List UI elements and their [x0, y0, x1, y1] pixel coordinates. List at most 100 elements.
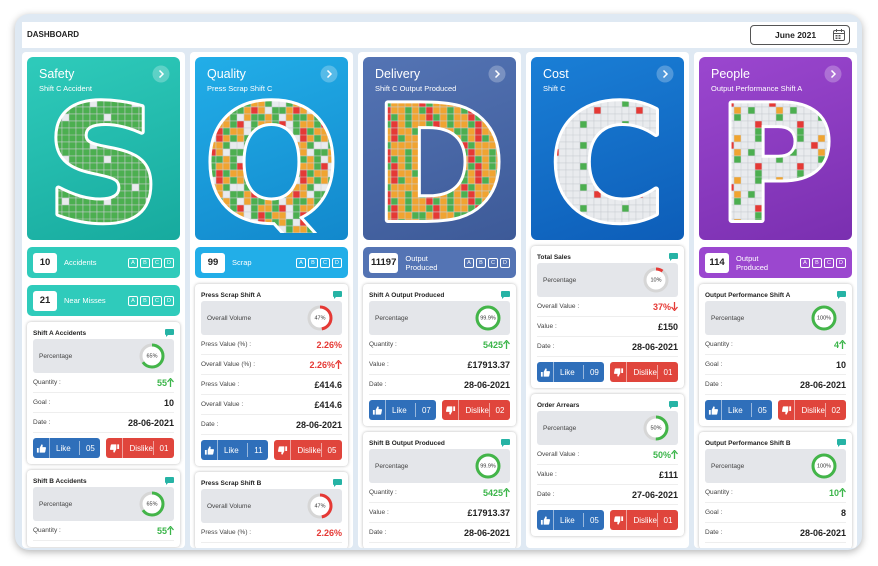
- gauge-label: Percentage: [39, 500, 73, 508]
- dislike-icon-box: [610, 362, 628, 382]
- summary-tile[interactable]: 21 Near Misses A B C D: [27, 285, 180, 316]
- comment-icon[interactable]: [501, 291, 510, 299]
- row-label: Date :: [537, 343, 555, 350]
- comment-icon[interactable]: [165, 477, 174, 485]
- trend-arrow: [167, 378, 174, 387]
- card-header: Order Arrears: [537, 399, 678, 411]
- metric-row: Quantity : 5425: [369, 483, 510, 503]
- metric-row: Press Value (%) : 2.26%: [201, 335, 342, 355]
- calendar-icon: [833, 29, 845, 41]
- gauge-label: Percentage: [375, 314, 409, 322]
- comment-icon[interactable]: [333, 291, 342, 299]
- dislike-button[interactable]: Dislike 05: [274, 440, 342, 460]
- dislike-button[interactable]: Dislike 01: [106, 438, 174, 458]
- shift-badge[interactable]: D: [164, 295, 174, 306]
- shift-badge[interactable]: C: [152, 295, 162, 306]
- shift-badge[interactable]: D: [836, 257, 846, 268]
- summary-tile[interactable]: 114 Output Produced A B C D: [699, 247, 852, 278]
- dislike-count: 02: [489, 403, 510, 417]
- shift-badge[interactable]: D: [332, 257, 342, 268]
- row-value: 10: [163, 397, 174, 408]
- shift-badge[interactable]: D: [500, 257, 510, 268]
- arrow-head: [335, 360, 342, 365]
- like-button[interactable]: Like 05: [705, 400, 773, 420]
- open-button[interactable]: [488, 65, 506, 83]
- row-label: Value :: [369, 509, 389, 516]
- row-value: 28-06-2021: [799, 527, 846, 538]
- row-value: 28-06-2021: [295, 419, 342, 430]
- like-icon: [540, 367, 550, 377]
- shift-badge[interactable]: D: [164, 257, 174, 268]
- row-label: Quantity :: [33, 379, 61, 386]
- shift-badge[interactable]: A: [296, 257, 306, 268]
- shift-badge[interactable]: B: [140, 295, 150, 306]
- shift-badge[interactable]: B: [476, 257, 486, 268]
- dashboard-column: Safety Shift C Accident S 10 Accidents A B C D 21…: [22, 52, 185, 548]
- gauge: 65%: [139, 343, 165, 369]
- metric-row: Quantity : 4: [705, 335, 846, 355]
- dislike-button[interactable]: Dislike 02: [778, 400, 846, 420]
- shift-badge[interactable]: C: [152, 257, 162, 268]
- dislike-count: 02: [825, 403, 846, 417]
- arrow-group: [671, 450, 678, 459]
- comment-icon[interactable]: [165, 329, 174, 337]
- summary-tile[interactable]: 11197 Output Produced A B C D: [363, 247, 516, 278]
- shift-badge[interactable]: A: [464, 257, 474, 268]
- shift-badge[interactable]: A: [128, 257, 138, 268]
- like-button[interactable]: Like 05: [33, 438, 101, 458]
- tile-value: 10: [33, 252, 57, 273]
- open-button[interactable]: [320, 65, 338, 83]
- open-button[interactable]: [824, 65, 842, 83]
- comment-icon[interactable]: [837, 291, 846, 299]
- shift-badge[interactable]: C: [824, 257, 834, 268]
- metric-card: Shift A Output Produced Percentage 99.9% Qu…: [363, 284, 516, 426]
- open-button[interactable]: [152, 65, 170, 83]
- metric-row: Goal : 10: [33, 393, 174, 413]
- dislike-button[interactable]: Dislike 02: [442, 400, 510, 420]
- shift-badge[interactable]: A: [128, 295, 138, 306]
- comment-icon[interactable]: [501, 439, 510, 447]
- shift-badge[interactable]: B: [140, 257, 150, 268]
- shift-badge[interactable]: B: [812, 257, 822, 268]
- like-count: 05: [79, 441, 100, 455]
- like-button[interactable]: Like 07: [369, 400, 437, 420]
- like-button[interactable]: Like 11: [201, 440, 269, 460]
- row-value: 28-06-2021: [463, 379, 510, 390]
- shift-badge[interactable]: C: [320, 257, 330, 268]
- dislike-button[interactable]: Dislike 01: [610, 510, 678, 530]
- shift-badge[interactable]: A: [800, 257, 810, 268]
- gauge-arc: [139, 491, 165, 517]
- month-picker[interactable]: June 2021: [750, 25, 850, 45]
- dislike-button[interactable]: Dislike 01: [610, 362, 678, 382]
- arrow-group: [335, 360, 342, 369]
- summary-tile[interactable]: 10 Accidents A B C D: [27, 247, 180, 278]
- comment-icon[interactable]: [669, 401, 678, 409]
- metric-row: Overall Value (%) : 2.26%: [201, 355, 342, 375]
- trend-arrow: [839, 488, 846, 497]
- dislike-label: Dislike: [801, 405, 825, 415]
- shift-badge[interactable]: C: [488, 257, 498, 268]
- gauge-box: Percentage 50%: [537, 411, 678, 445]
- gauge-box: Overall Volume 47%: [201, 489, 342, 523]
- tile-value: 21: [33, 290, 57, 311]
- comment-shape: [501, 439, 510, 447]
- row-label: Date :: [369, 381, 387, 388]
- letter-calendar: C: [546, 93, 669, 233]
- like-button[interactable]: Like 05: [537, 510, 605, 530]
- gauge-arc: [475, 453, 501, 479]
- like-count: 07: [415, 403, 436, 417]
- like-count: 05: [583, 513, 604, 527]
- trend-arrow: [503, 340, 510, 349]
- comment-icon[interactable]: [333, 479, 342, 487]
- shift-badge[interactable]: B: [308, 257, 318, 268]
- open-button[interactable]: [656, 65, 674, 83]
- arrow-head: [503, 488, 510, 493]
- trend-arrow: [167, 526, 174, 535]
- comment-icon[interactable]: [669, 253, 678, 261]
- row-value: 5425: [482, 339, 503, 350]
- like-button[interactable]: Like 09: [537, 362, 605, 382]
- kpi-subtitle: Press Scrap Shift C: [207, 84, 273, 93]
- summary-tile[interactable]: 99 Scrap A B C D: [195, 247, 348, 278]
- card-title: Shift A Output Produced: [369, 291, 445, 299]
- comment-icon[interactable]: [837, 439, 846, 447]
